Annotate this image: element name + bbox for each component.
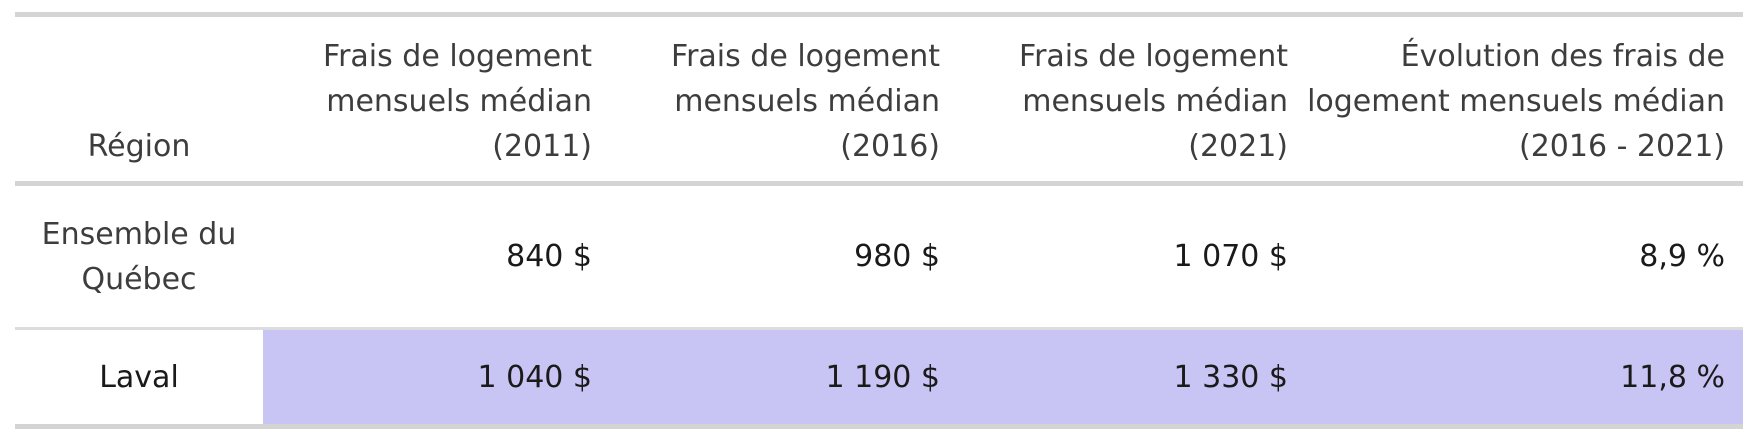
value-2016: 1 190 $ — [611, 330, 959, 424]
value-2011: 1 040 $ — [263, 330, 611, 424]
value-2016: 980 $ — [854, 239, 940, 274]
header-2021: Frais de logement mensuels médian (2021) — [1019, 39, 1288, 164]
value-evolution: 11,8 % — [1307, 330, 1743, 424]
housing-cost-table: Région Frais de logement mensuels médian… — [15, 12, 1743, 429]
row-region: Ensemble du Québec — [41, 216, 237, 297]
table-bottom-rule — [15, 424, 1743, 429]
value-2011: 840 $ — [506, 239, 592, 274]
value-2021: 1 070 $ — [1173, 239, 1288, 274]
header-evolution: Évolution des frais de logement mensuels… — [1307, 39, 1725, 164]
value-evolution: 8,9 % — [1639, 239, 1725, 274]
row-divider — [15, 327, 1743, 330]
value-2021: 1 330 $ — [959, 330, 1307, 424]
header-region: Région — [87, 129, 191, 164]
table-top-rule — [15, 12, 1743, 17]
header-2011: Frais de logement mensuels médian (2011) — [323, 39, 592, 164]
table-header-row: Région Frais de logement mensuels médian… — [15, 17, 1743, 181]
row-region: Laval — [15, 330, 263, 424]
header-2016: Frais de logement mensuels médian (2016) — [671, 39, 940, 164]
table-row-highlighted: Laval 1 040 $ 1 190 $ 1 330 $ 11,8 % — [15, 330, 1743, 424]
header-rule — [15, 181, 1743, 186]
table-row: Ensemble du Québec 840 $ 980 $ 1 070 $ 8… — [15, 186, 1743, 327]
